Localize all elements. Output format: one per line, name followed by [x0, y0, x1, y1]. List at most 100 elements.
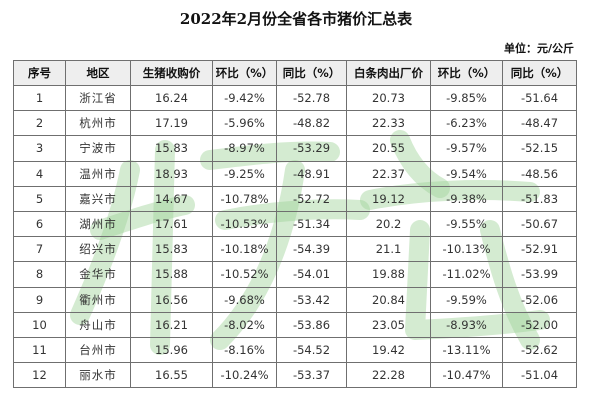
cell-index: 11	[13, 336, 66, 364]
cell-region: 湖州市	[65, 210, 131, 238]
cell-live-mom: -10.18%	[212, 236, 277, 263]
cell-live-mom: -10.78%	[212, 185, 277, 212]
table-row: 11 台州市 15.96 -8.16% -54.52 19.42 -13.11% -52.62	[13, 336, 577, 364]
cell-carcass-mom: -9.54%	[430, 160, 503, 187]
cell-carcass-mom: -8.93%	[430, 311, 503, 338]
cell-index: 8	[13, 261, 66, 288]
cell-live-yoy: -48.82	[276, 110, 347, 137]
cell-carcass-mom: -13.11%	[430, 336, 503, 364]
cell-carcass-yoy: -51.83	[502, 185, 577, 212]
cell-live-pig-price: 17.19	[130, 110, 213, 137]
cell-live-yoy: -52.72	[276, 185, 347, 212]
cell-live-yoy: -53.29	[276, 135, 347, 162]
cell-live-mom: -9.68%	[212, 286, 277, 313]
cell-carcass-yoy: -51.04	[502, 362, 577, 389]
cell-carcass-mom: -9.57%	[430, 135, 503, 162]
cell-live-yoy: -52.78	[276, 84, 347, 112]
cell-live-pig-price: 16.21	[130, 311, 213, 338]
cell-region: 丽水市	[65, 362, 131, 389]
cell-carcass-price: 19.88	[346, 261, 431, 288]
cell-carcass-price: 22.33	[346, 110, 431, 137]
cell-index: 2	[13, 110, 66, 137]
table-row: 7 绍兴市 15.83 -10.18% -54.39 21.1 -10.13% -52.91	[13, 236, 577, 263]
cell-index: 9	[13, 286, 66, 313]
cell-index: 12	[13, 362, 66, 389]
cell-live-mom: -8.02%	[212, 311, 277, 338]
cell-region: 宁波市	[65, 135, 131, 162]
cell-index: 5	[13, 185, 66, 212]
table-row: 12 丽水市 16.55 -10.24% -53.37 22.28 -10.47% -51.0…	[13, 362, 577, 389]
cell-live-yoy: -53.37	[276, 362, 347, 389]
cell-carcass-mom: -10.47%	[430, 362, 503, 389]
cell-carcass-mom: -9.85%	[430, 84, 503, 112]
header-cell-carcass-yoy: 同比（%）	[502, 60, 577, 86]
cell-carcass-mom: -9.55%	[430, 210, 503, 238]
table-row: 6 湖州市 17.61 -10.53% -51.34 20.2 -9.55% -50.67	[13, 210, 577, 238]
cell-carcass-mom: -10.13%	[430, 236, 503, 263]
cell-live-mom: -8.97%	[212, 135, 277, 162]
cell-region: 舟山市	[65, 311, 131, 338]
cell-live-yoy: -51.34	[276, 210, 347, 238]
cell-index: 10	[13, 311, 66, 338]
table-row: 10 舟山市 16.21 -8.02% -53.86 23.05 -8.93% -52.00	[13, 311, 577, 338]
cell-carcass-price: 20.55	[346, 135, 431, 162]
cell-carcass-price: 19.42	[346, 336, 431, 364]
cell-carcass-yoy: -52.00	[502, 311, 577, 338]
cell-carcass-mom: -9.38%	[430, 185, 503, 212]
cell-index: 3	[13, 135, 66, 162]
cell-region: 台州市	[65, 336, 131, 364]
cell-carcass-yoy: -53.99	[502, 261, 577, 288]
cell-region: 绍兴市	[65, 236, 131, 263]
cell-carcass-yoy: -52.15	[502, 135, 577, 162]
cell-region: 温州市	[65, 160, 131, 187]
cell-index: 4	[13, 160, 66, 187]
header-cell-live-pig-price: 生猪收购价	[130, 60, 213, 86]
table-title: 2022年2月份全省各市猪价汇总表	[179, 10, 413, 28]
cell-live-yoy: -53.42	[276, 286, 347, 313]
header-cell-carcass-price: 白条肉出厂价	[346, 60, 431, 86]
header-cell-index: 序号	[13, 60, 66, 86]
table-row: 5 嘉兴市 14.67 -10.78% -52.72 19.12 -9.38% -51.83	[13, 185, 577, 212]
cell-live-yoy: -54.39	[276, 236, 347, 263]
table-row: 1 浙江省 16.24 -9.42% -52.78 20.73 -9.85% -51.64	[13, 84, 577, 112]
cell-carcass-price: 22.37	[346, 160, 431, 187]
cell-carcass-mom: -6.23%	[430, 110, 503, 137]
cell-index: 6	[13, 210, 66, 238]
cell-region: 浙江省	[65, 84, 131, 112]
header-cell-live-mom: 环比（%）	[212, 60, 277, 86]
cell-live-yoy: -48.91	[276, 160, 347, 187]
table-row: 2 杭州市 17.19 -5.96% -48.82 22.33 -6.23% -48.47	[13, 110, 577, 137]
cell-carcass-yoy: -48.47	[502, 110, 577, 137]
cell-carcass-yoy: -51.64	[502, 84, 577, 112]
cell-live-mom: -9.42%	[212, 84, 277, 112]
cell-live-pig-price: 15.83	[130, 236, 213, 263]
table-row: 9 衢州市 16.56 -9.68% -53.42 20.84 -9.59% -52.06	[13, 286, 577, 313]
price-summary-table: 序号 地区 生猪收购价 环比（%） 同比（%） 白条肉出厂价 环比（%） 同比（…	[13, 60, 577, 389]
cell-live-pig-price: 15.88	[130, 261, 213, 288]
cell-carcass-price: 22.28	[346, 362, 431, 389]
cell-live-yoy: -54.01	[276, 261, 347, 288]
cell-live-pig-price: 16.24	[130, 84, 213, 112]
cell-region: 衢州市	[65, 286, 131, 313]
cell-carcass-yoy: -52.91	[502, 236, 577, 263]
cell-region: 杭州市	[65, 110, 131, 137]
cell-carcass-price: 23.05	[346, 311, 431, 338]
header-cell-region: 地区	[65, 60, 131, 86]
cell-live-mom: -9.25%	[212, 160, 277, 187]
cell-carcass-price: 20.73	[346, 84, 431, 112]
cell-live-mom: -10.52%	[212, 261, 277, 288]
header-row: 序号 地区 生猪收购价 环比（%） 同比（%） 白条肉出厂价 环比（%） 同比（…	[13, 60, 577, 86]
table-body: 1 浙江省 16.24 -9.42% -52.78 20.73 -9.85% -51.64 2 杭…	[13, 84, 577, 389]
cell-carcass-yoy: -48.56	[502, 160, 577, 187]
cell-carcass-yoy: -50.67	[502, 210, 577, 238]
cell-index: 1	[13, 84, 66, 112]
cell-region: 金华市	[65, 261, 131, 288]
cell-live-yoy: -54.52	[276, 336, 347, 364]
table-row: 8 金华市 15.88 -10.52% -54.01 19.88 -11.02% -53.99	[13, 261, 577, 288]
cell-live-pig-price: 16.55	[130, 362, 213, 389]
cell-carcass-mom: -11.02%	[430, 261, 503, 288]
cell-live-pig-price: 18.93	[130, 160, 213, 187]
header-cell-live-yoy: 同比（%）	[276, 60, 347, 86]
cell-live-pig-price: 15.83	[130, 135, 213, 162]
cell-carcass-price: 20.84	[346, 286, 431, 313]
